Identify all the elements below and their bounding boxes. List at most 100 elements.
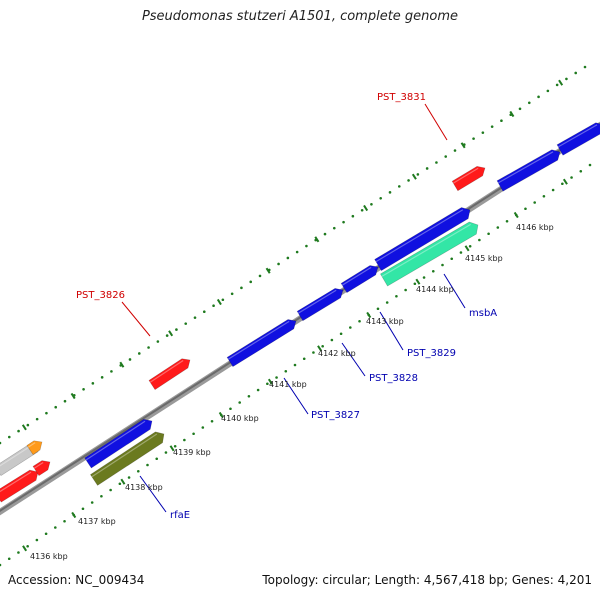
- outer-dot: [17, 429, 20, 433]
- outer-dot: [527, 101, 531, 105]
- inner-dot: [588, 163, 592, 167]
- inner-dot: [487, 232, 490, 236]
- inner-dot: [26, 544, 29, 548]
- accession-text: Accession: NC_009434: [8, 573, 145, 587]
- gene-label-pst3829[interactable]: PST_3829: [407, 348, 456, 359]
- tick-label-4145: 4145 kbp: [465, 254, 503, 263]
- outer-dot: [370, 202, 373, 206]
- tick-label-group: 4136 kbp 4137 kbp 4138 kbp 4139 kbp 4140…: [30, 223, 554, 561]
- inner-dot: [422, 276, 426, 279]
- inner-dot: [275, 376, 278, 379]
- inner-dot: [54, 526, 57, 529]
- outer-tick: [509, 110, 515, 118]
- gene-label-group: PST_3831 PST_3826 msbA PST_3829 PST_3828…: [76, 92, 497, 521]
- outer-dot: [305, 244, 308, 248]
- outer-dot: [286, 256, 290, 260]
- gene-rfae-highlight: [91, 433, 158, 478]
- outer-dot: [397, 185, 401, 188]
- inner-dot: [441, 263, 444, 267]
- inner-dot: [293, 363, 297, 367]
- inner-tick: [267, 378, 273, 385]
- outer-dot: [425, 167, 429, 170]
- inner-tick: [366, 311, 372, 319]
- gene-label-pst3828[interactable]: PST_3828: [369, 373, 418, 384]
- inner-tick: [513, 211, 519, 219]
- outer-tick: [460, 142, 466, 149]
- gene-left-red-arrow-highlight: [0, 471, 32, 493]
- inner-dot: [505, 219, 509, 223]
- outer-dot: [100, 376, 104, 379]
- outer-dot: [7, 435, 11, 439]
- inner-dot: [155, 457, 159, 461]
- genome-summary-text: Topology: circular; Length: 4,567,418 bp…: [262, 573, 592, 587]
- inner-dot: [349, 326, 352, 329]
- map-title: Pseudomonas stutzeri A1501, complete gen…: [141, 9, 459, 24]
- inner-dot: [459, 251, 463, 254]
- outer-dot: [156, 340, 160, 343]
- gene-left-red-arrow: [0, 469, 39, 503]
- outer-tick: [411, 173, 417, 180]
- outer-dot: [555, 83, 559, 87]
- outer-dot: [258, 274, 262, 278]
- outer-dot: [416, 173, 420, 176]
- leader-pst3827: [283, 377, 309, 415]
- inner-dot: [238, 401, 241, 404]
- gene-pst3826-arrow-highlight: [149, 360, 184, 383]
- outer-tick: [168, 330, 174, 337]
- inner-dot: [35, 538, 39, 542]
- outer-dot: [221, 298, 225, 302]
- inner-dot: [201, 426, 205, 429]
- outer-tick: [314, 236, 320, 243]
- outer-dot: [537, 95, 540, 99]
- outer-dot: [546, 89, 550, 93]
- gene-label-pst3831[interactable]: PST_3831: [377, 92, 426, 103]
- outer-tick: [119, 361, 125, 368]
- gene-pst3827: [226, 319, 297, 368]
- tick-label-4136: 4136 kbp: [30, 552, 68, 561]
- outer-dot: [175, 328, 178, 331]
- inner-dot: [44, 532, 48, 536]
- gene-left-red-small-highlight: [33, 461, 44, 469]
- gene-label-msba[interactable]: msbA: [469, 308, 497, 319]
- inner-dot: [17, 551, 20, 554]
- inner-dot: [183, 438, 186, 442]
- inner-dot: [146, 463, 149, 467]
- inner-dot: [385, 301, 389, 304]
- inner-dot: [339, 332, 343, 336]
- gene-label-pst3826[interactable]: PST_3826: [76, 290, 125, 301]
- feature-track: [0, 122, 600, 503]
- gene-label-rfae[interactable]: rfaE: [170, 510, 190, 521]
- tick-label-4143: 4143 kbp: [366, 317, 404, 326]
- gene-label-pst3827[interactable]: PST_3827: [311, 410, 360, 421]
- inner-tick: [169, 445, 175, 452]
- inner-dot: [164, 451, 168, 454]
- outer-dot: [435, 161, 438, 164]
- gene-right-blue: [496, 149, 561, 192]
- outer-dot: [193, 316, 197, 319]
- outer-dot: [490, 125, 494, 128]
- inner-tick: [562, 178, 568, 185]
- label-leader-lines: [121, 103, 466, 513]
- outer-dot: [240, 286, 243, 290]
- outer-dot: [147, 346, 150, 349]
- leader-rfae: [139, 475, 167, 513]
- gene-left-blue: [84, 418, 153, 469]
- inner-dot: [0, 563, 2, 567]
- inner-dot: [551, 188, 555, 192]
- outer-dot: [295, 250, 299, 254]
- inner-dot: [173, 444, 177, 448]
- outer-dot: [332, 226, 336, 230]
- inner-dot: [256, 388, 260, 392]
- outer-dot: [35, 417, 39, 421]
- outer-dot: [54, 405, 58, 409]
- outer-dot: [342, 220, 345, 224]
- inner-dot: [478, 238, 481, 242]
- gene-rfae: [90, 431, 165, 486]
- leader-pst3829: [379, 311, 404, 351]
- outer-dotted-track: [0, 65, 587, 445]
- outer-tick: [265, 267, 271, 274]
- inner-tick: [218, 411, 224, 419]
- inner-dot: [450, 257, 454, 261]
- outer-tick: [558, 79, 564, 86]
- gene-left-orange-highlight: [27, 442, 36, 448]
